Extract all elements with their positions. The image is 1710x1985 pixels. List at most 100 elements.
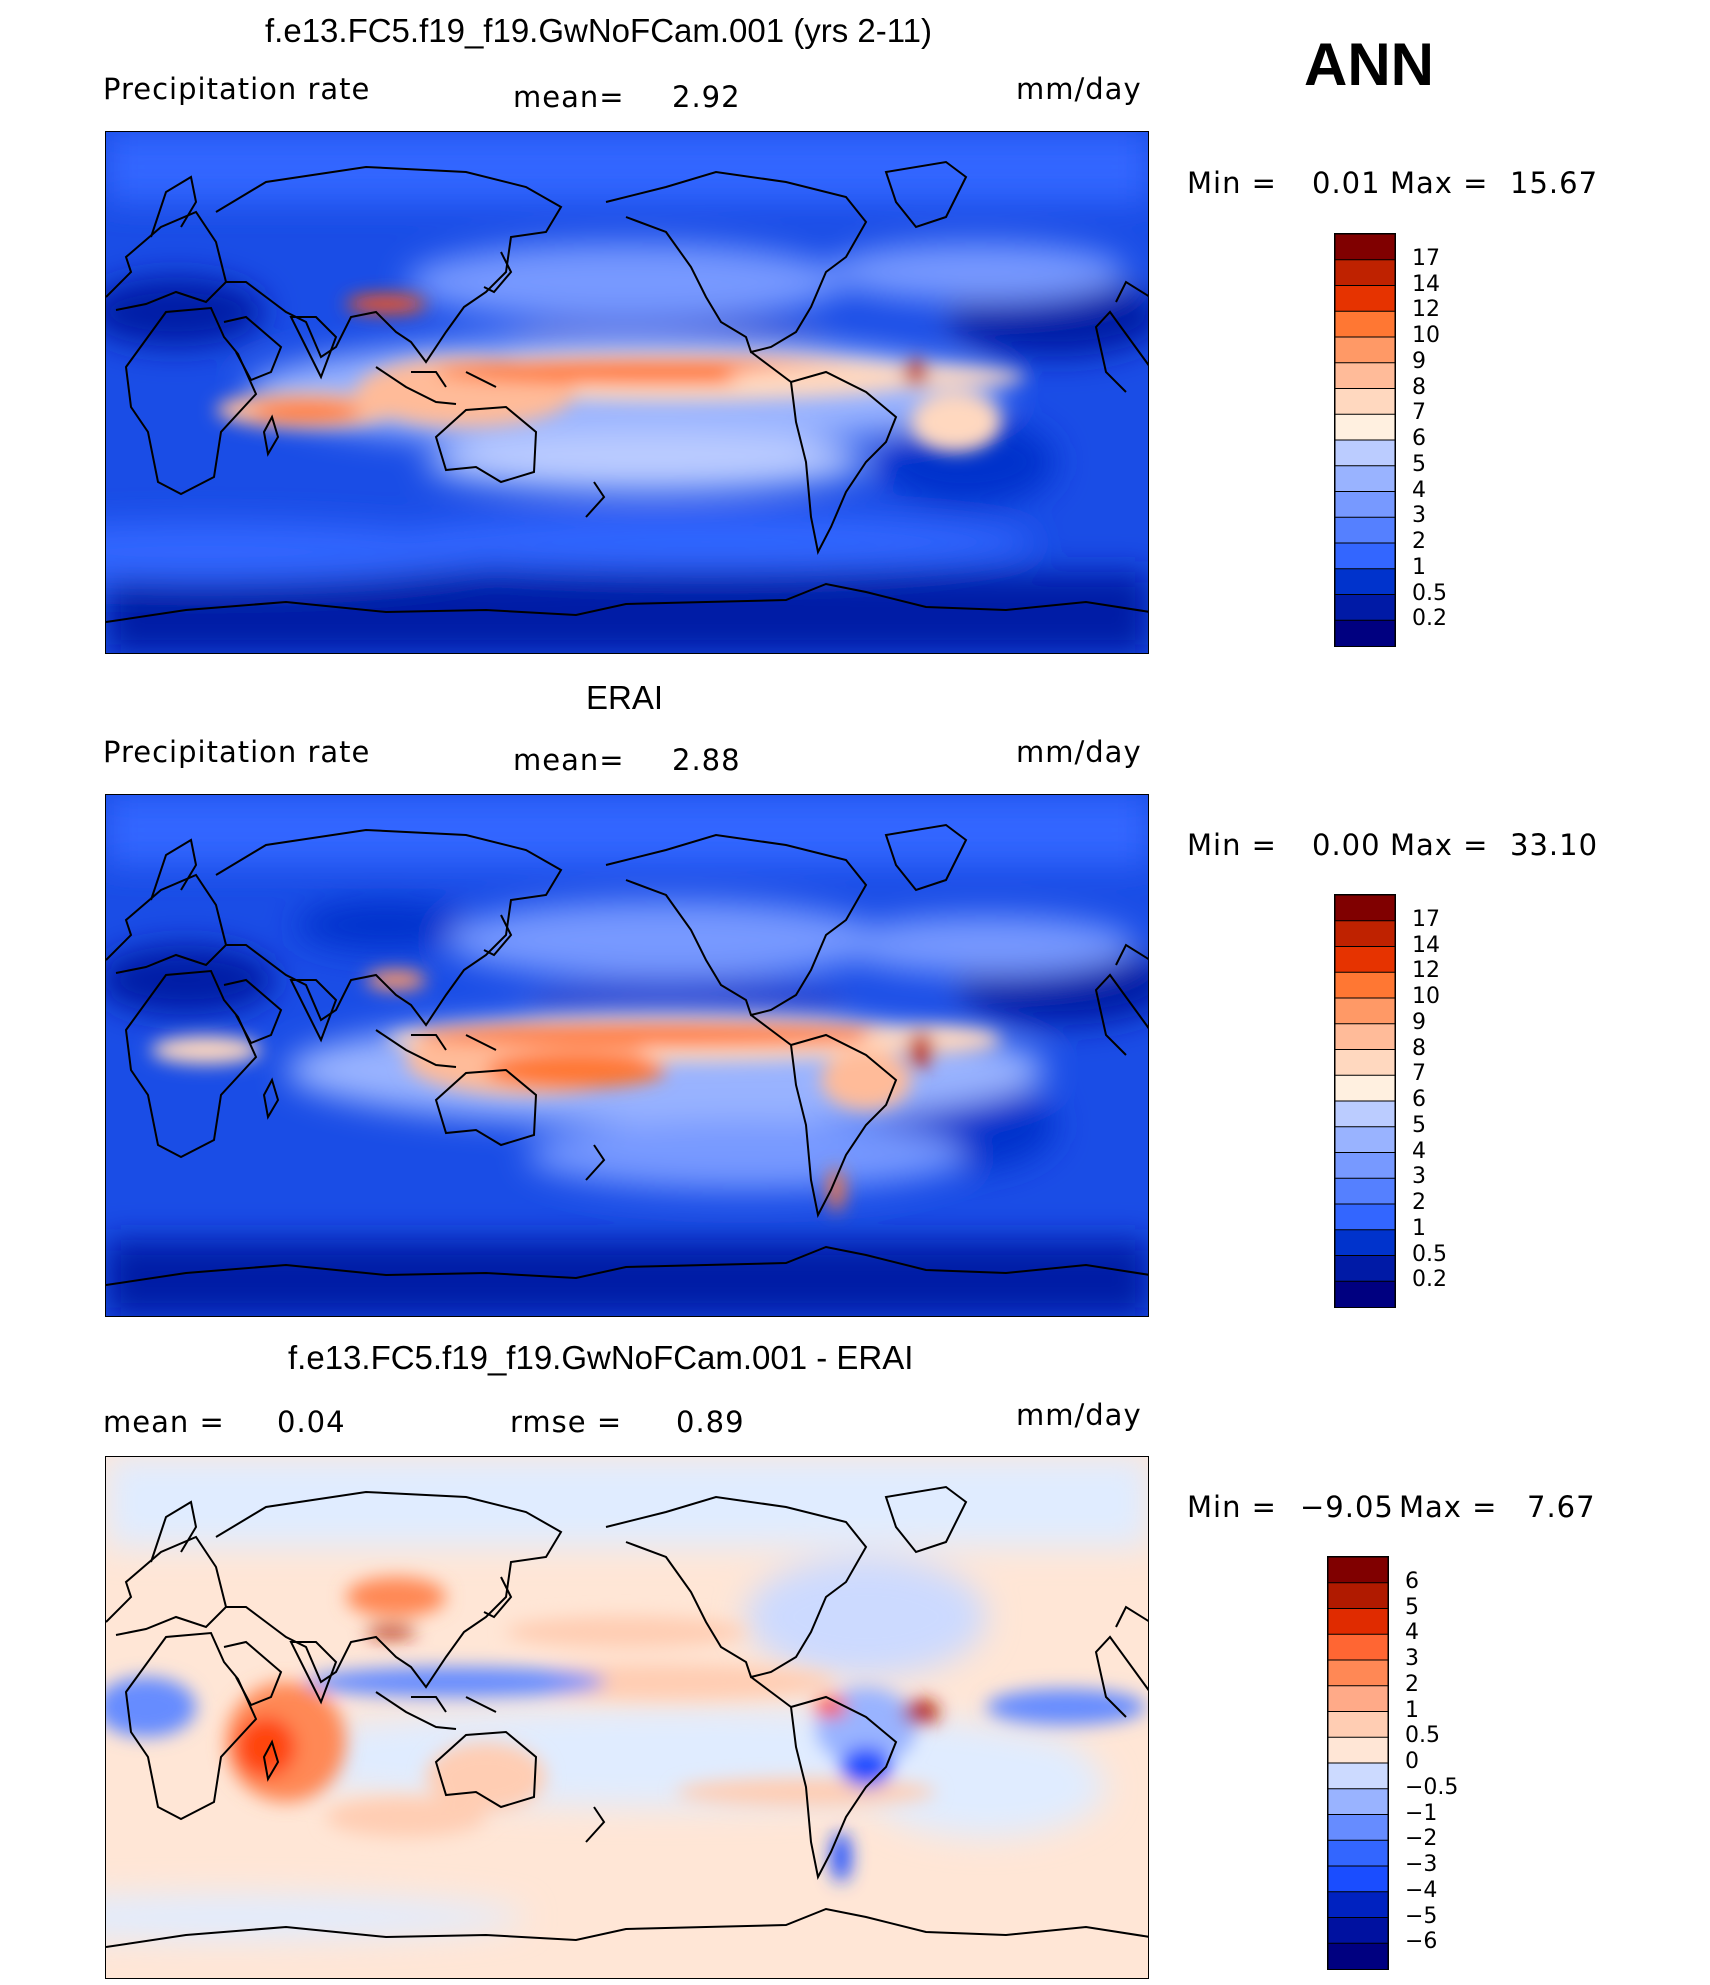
colorbar-tick-label: 14 [1412, 932, 1440, 958]
colorbar-swatch [1328, 1582, 1388, 1610]
colorbar-tick-label: 9 [1412, 1009, 1426, 1035]
panel-3-units: mm/day [1016, 1398, 1142, 1432]
colorbar-swatch [1328, 1762, 1388, 1790]
colorbar-swatch [1335, 259, 1395, 287]
colorbar-tick-label: −2 [1405, 1826, 1438, 1852]
panel-3-mean-value: 0.04 [277, 1405, 346, 1439]
panel-2-title: ERAI [586, 679, 664, 716]
colorbar-tick-label: 10 [1412, 323, 1440, 348]
colorbar-tick-label: 0.5 [1405, 1723, 1440, 1749]
colorbar-tick-label: −5 [1405, 1903, 1438, 1929]
panel-3-rmse-value: 0.89 [676, 1405, 745, 1439]
panel-2-min-value: 0.00 [1312, 828, 1381, 862]
panel-2-max-label: Max = [1390, 828, 1489, 862]
colorbar-swatch [1335, 1074, 1395, 1102]
panel-3-colorbar-swatches [1327, 1556, 1389, 1970]
panel-1-colorbar-swatches [1334, 233, 1396, 647]
colorbar-swatch [1335, 946, 1395, 974]
colorbar-swatch [1335, 1280, 1395, 1307]
colorbar-tick-label: 0 [1405, 1749, 1419, 1774]
panel-2-colorbar: 17 14 12 10 9 8 7 6 5 4 3 2 1 0.5 0.2 [1334, 894, 1447, 1308]
colorbar-tick-label: 8 [1412, 374, 1426, 400]
panel-1-variable-label: Precipitation rate [103, 72, 371, 106]
colorbar-swatch [1335, 388, 1395, 416]
colorbar-tick-label: 6 [1405, 1568, 1419, 1594]
panel-1-mean-label: mean= [513, 80, 625, 114]
colorbar-swatch [1335, 1049, 1395, 1077]
colorbar-swatch [1335, 516, 1395, 544]
colorbar-tick-label: 0.5 [1412, 580, 1447, 606]
colorbar-swatch [1335, 439, 1395, 467]
colorbar-tick-label: −4 [1405, 1877, 1438, 1903]
colorbar-swatch [1328, 1557, 1388, 1584]
panel-2-max-value: 33.10 [1510, 828, 1599, 862]
panel-2-min-label: Min = [1187, 828, 1277, 862]
colorbar-swatch [1335, 895, 1395, 922]
colorbar-tick-label: −0.5 [1405, 1774, 1459, 1800]
colorbar-tick-label: 1 [1412, 554, 1426, 580]
colorbar-tick-label: 3 [1412, 503, 1426, 529]
panel-3-min-label: Min = [1187, 1490, 1277, 1524]
colorbar-swatch [1335, 1100, 1395, 1128]
colorbar-tick-label: 1 [1412, 1215, 1426, 1241]
panel-3-title: f.e13.FC5.f19_f19.GwNoFCam.001 - ERAI [288, 1339, 914, 1376]
colorbar-tick-label: 0.5 [1412, 1241, 1447, 1267]
panel-1-max-value: 15.67 [1510, 166, 1599, 200]
colorbar-swatch [1335, 1229, 1395, 1257]
colorbar-swatch [1335, 1177, 1395, 1205]
colorbar-tick-label: 12 [1412, 297, 1440, 323]
colorbar-swatch [1335, 310, 1395, 338]
colorbar-tick-label: 0.2 [1412, 606, 1447, 632]
colorbar-tick-label: 7 [1412, 1061, 1426, 1087]
colorbar-tick-label: −3 [1405, 1852, 1438, 1877]
colorbar-swatch [1335, 619, 1395, 646]
panel-3-map [105, 1456, 1149, 1979]
panel-1-map [105, 131, 1149, 654]
colorbar-swatch [1328, 1917, 1388, 1945]
colorbar-tick-label: 4 [1412, 477, 1426, 503]
colorbar-tick-label: 17 [1412, 245, 1440, 271]
colorbar-tick-label: 5 [1405, 1594, 1419, 1620]
panel-2-mean-value: 2.88 [672, 743, 741, 777]
panel-1-min-value: 0.01 [1312, 166, 1381, 200]
colorbar-swatch [1335, 568, 1395, 596]
colorbar-swatch [1328, 1659, 1388, 1687]
panel-3-colorbar: 6 5 4 3 2 1 0.5 0 −0.5 −1 −2 −3 −4 −5 −6 [1327, 1556, 1458, 1970]
colorbar-swatch [1335, 1023, 1395, 1051]
panel-2-colorbar-swatches [1334, 894, 1396, 1308]
colorbar-tick-label: 7 [1412, 400, 1426, 426]
colorbar-tick-label: 4 [1405, 1620, 1419, 1646]
season-label: ANN [1304, 31, 1434, 98]
colorbar-tick-label: 12 [1412, 958, 1440, 984]
colorbar-swatch [1335, 362, 1395, 390]
colorbar-swatch [1335, 594, 1395, 622]
colorbar-swatch [1335, 336, 1395, 364]
colorbar-swatch [1335, 285, 1395, 313]
colorbar-tick-label: 17 [1412, 906, 1440, 932]
colorbar-tick-label: 1 [1405, 1697, 1419, 1723]
panel-1-min-label: Min = [1187, 166, 1277, 200]
panel-3-mean-label: mean = [103, 1405, 225, 1439]
colorbar-tick-label: 2 [1412, 529, 1426, 554]
colorbar-swatch [1335, 542, 1395, 570]
colorbar-swatch [1335, 997, 1395, 1025]
colorbar-swatch [1328, 1788, 1388, 1816]
panel-1-title: f.e13.FC5.f19_f19.GwNoFCam.001 (yrs 2-11… [265, 12, 932, 49]
panel-2-map [105, 794, 1149, 1317]
colorbar-tick-label: 6 [1412, 426, 1426, 451]
colorbar-swatch [1335, 1255, 1395, 1283]
panel-1-colorbar: 17 14 12 10 9 8 7 6 5 4 3 2 1 0.5 0.2 [1334, 233, 1447, 647]
colorbar-swatch [1335, 920, 1395, 948]
colorbar-tick-label: 14 [1412, 271, 1440, 297]
colorbar-swatch [1328, 1633, 1388, 1661]
colorbar-tick-label: 9 [1412, 348, 1426, 374]
colorbar-swatch [1328, 1685, 1388, 1713]
panel-2-units: mm/day [1016, 735, 1142, 769]
panel-1-mean-value: 2.92 [672, 80, 741, 114]
colorbar-swatch [1335, 491, 1395, 519]
colorbar-swatch [1328, 1711, 1388, 1739]
colorbar-swatch [1328, 1736, 1388, 1764]
colorbar-tick-label: 8 [1412, 1035, 1426, 1061]
colorbar-tick-label: −6 [1405, 1929, 1438, 1955]
colorbar-swatch [1335, 1126, 1395, 1154]
